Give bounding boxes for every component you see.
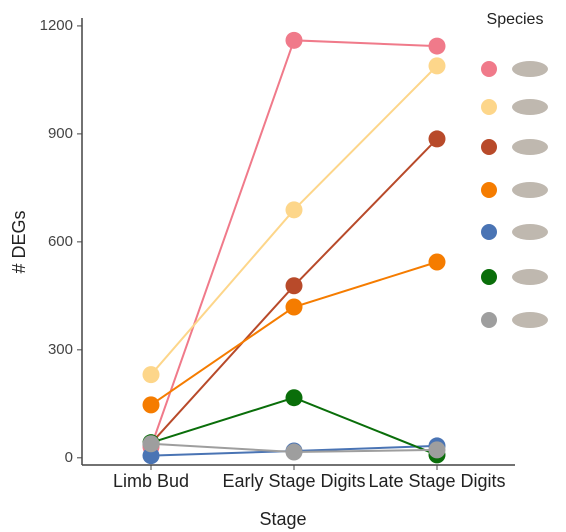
legend-swatch <box>481 312 497 328</box>
animal-icon <box>512 61 548 77</box>
point <box>429 130 446 147</box>
chart: # DEGs Stage Species 0 300 600 900 1200 Limb … <box>0 0 566 532</box>
animal-icon <box>512 269 548 285</box>
y-tick-label: 900 <box>48 125 73 142</box>
legend-swatch <box>481 224 497 240</box>
point <box>143 435 160 452</box>
legend-swatch <box>481 99 497 115</box>
point <box>286 444 303 461</box>
point <box>143 366 160 383</box>
legend-swatch <box>481 182 497 198</box>
point <box>429 38 446 55</box>
point <box>286 277 303 294</box>
series-line <box>151 40 437 447</box>
point <box>429 57 446 74</box>
x-tick-label: Late Stage Digits <box>368 471 505 491</box>
point <box>429 441 446 458</box>
animal-icon <box>512 139 548 155</box>
point <box>429 254 446 271</box>
animal-icon <box>512 99 548 115</box>
y-tick-label: 300 <box>48 341 73 358</box>
legend-swatch <box>481 61 497 77</box>
y-tick-label: 600 <box>48 233 73 250</box>
animal-icon <box>512 224 548 240</box>
y-tick-label: 0 <box>65 449 73 466</box>
animal-icon <box>512 312 548 328</box>
legend-swatch <box>481 139 497 155</box>
y-axis-title: # DEGs <box>9 210 29 273</box>
series-line <box>151 66 437 375</box>
x-tick-label: Limb Bud <box>113 471 189 491</box>
x-tick-label: Early Stage Digits <box>222 471 365 491</box>
legend-title: Species <box>487 11 544 28</box>
point <box>143 396 160 413</box>
animal-icon <box>512 182 548 198</box>
page: {"chart_data": {"type": "line", "x_label… <box>0 0 566 532</box>
legend-swatch <box>481 269 497 285</box>
point <box>286 389 303 406</box>
y-tick-label: 1200 <box>40 17 73 34</box>
point <box>286 32 303 49</box>
point <box>286 299 303 316</box>
point <box>286 201 303 218</box>
x-axis-title: Stage <box>259 509 306 529</box>
